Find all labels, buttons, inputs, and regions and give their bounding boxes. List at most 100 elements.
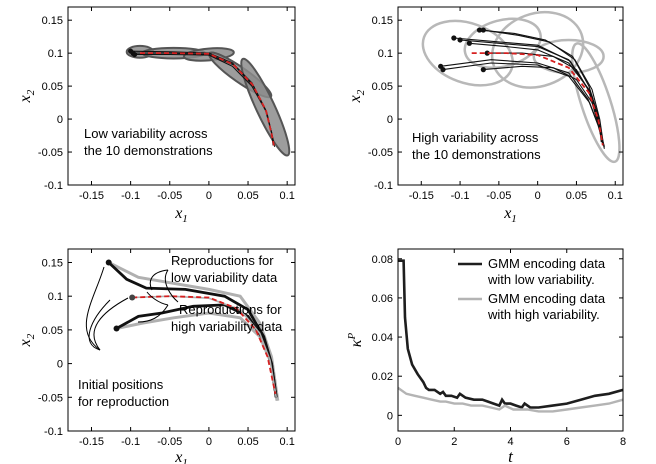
x-tick-label: -0.05 bbox=[157, 190, 182, 202]
reproduction-line bbox=[471, 52, 604, 146]
y-tick-label: 0.02 bbox=[372, 371, 393, 383]
y-tick-label: -0.1 bbox=[44, 426, 63, 438]
plot-frame bbox=[67, 248, 296, 432]
reference-line bbox=[132, 295, 277, 398]
y-tick-label: 0.05 bbox=[42, 325, 63, 337]
demonstration-line bbox=[483, 29, 605, 146]
callout-line bbox=[164, 269, 179, 303]
plot-frame bbox=[397, 6, 624, 186]
x-axis-label: x1 bbox=[174, 449, 188, 464]
callout-line bbox=[146, 291, 169, 306]
panel-bottom-right: 0 2 4 6 800.020.040.060.08 GMM encoding dataw… bbox=[346, 248, 626, 464]
annotation-line: Low variability across bbox=[84, 126, 208, 141]
demonstration-start-point bbox=[480, 27, 486, 33]
initial-position-point bbox=[113, 325, 120, 332]
callout-line bbox=[149, 269, 169, 291]
y-tick-label: 0.05 bbox=[372, 81, 393, 93]
y-axis-label: x2 bbox=[17, 333, 37, 347]
panel-top-left: -0.15 -0.1 -0.05 0 0.05 0.1 -0.1 -0.05 0 0.05 0.1 0… bbox=[17, 6, 296, 225]
y-tick-label: 0.15 bbox=[42, 15, 63, 27]
x-tick-label: 0 bbox=[535, 190, 541, 202]
demonstration-start-point bbox=[440, 67, 446, 73]
gmm-ellipse bbox=[421, 19, 515, 87]
x-tick-label: -0.1 bbox=[121, 190, 140, 202]
y-tick-label: -0.05 bbox=[38, 392, 63, 404]
x-tick-label: 0.05 bbox=[237, 436, 258, 448]
y-tick-label: 0.06 bbox=[372, 293, 393, 305]
y-tick-label: 0 bbox=[387, 114, 393, 126]
plot-frame bbox=[67, 6, 296, 186]
x-tick-label: 8 bbox=[620, 436, 626, 448]
annotation-line: High variability across bbox=[412, 130, 539, 145]
x-tick-label: -0.05 bbox=[486, 190, 511, 202]
x-tick-label: -0.1 bbox=[451, 190, 470, 202]
gmm-ellipse bbox=[490, 10, 585, 89]
x-tick-label: 0.1 bbox=[280, 436, 295, 448]
x-tick-label: -0.15 bbox=[79, 190, 104, 202]
panel-bottom-left: -0.15 -0.1 -0.05 0 0.05 0.1 -0.1 -0.05 0 0.05 0.1 0… bbox=[17, 248, 296, 464]
y-tick-label: 0.15 bbox=[372, 15, 393, 27]
annotation-init-line: for reproduction bbox=[78, 394, 169, 409]
y-axis-label: x2 bbox=[17, 89, 37, 103]
y-axis-label: κP bbox=[346, 333, 365, 348]
demonstration-start-point bbox=[476, 27, 483, 33]
y-tick-label: 0 bbox=[57, 114, 63, 126]
x-axis-label: x1 bbox=[174, 205, 188, 225]
reference-dashed-line bbox=[132, 295, 277, 395]
callout-line bbox=[93, 297, 129, 351]
annotation-low-line: low variability data bbox=[171, 270, 278, 285]
callout-line bbox=[137, 304, 169, 323]
plot-area bbox=[421, 10, 621, 164]
y-tick-label: -0.1 bbox=[374, 180, 393, 192]
x-tick-label: 0 bbox=[395, 436, 401, 448]
y-tick-label: 0.1 bbox=[378, 48, 393, 60]
legend-label: GMM encoding data bbox=[488, 256, 606, 271]
x-tick-label: 0.05 bbox=[566, 190, 587, 202]
y-tick-label: 0 bbox=[387, 410, 393, 422]
callout-line bbox=[85, 266, 105, 351]
y-tick-label: 0.15 bbox=[42, 257, 63, 269]
gmm-ellipse bbox=[240, 57, 291, 157]
y-axis-label: x2 bbox=[347, 89, 367, 103]
demonstration-line bbox=[479, 29, 602, 143]
series-line-1 bbox=[397, 386, 624, 413]
plot-area bbox=[125, 44, 291, 157]
callout-line bbox=[88, 299, 111, 351]
gmm-ellipse bbox=[570, 42, 621, 164]
x-axis-label: x1 bbox=[503, 205, 517, 225]
series-line-0 bbox=[398, 259, 624, 410]
annotation-line: the 10 demonstrations bbox=[84, 143, 213, 158]
x-tick-label: -0.15 bbox=[409, 190, 434, 202]
y-tick-label: 0 bbox=[57, 359, 63, 371]
demonstration-start-point bbox=[480, 67, 486, 73]
reproduction-line bbox=[140, 52, 275, 146]
x-tick-label: 6 bbox=[564, 436, 570, 448]
demonstration-start-point bbox=[131, 51, 138, 58]
legend-label: with low variability. bbox=[487, 272, 595, 287]
initial-position-point bbox=[105, 259, 112, 266]
y-tick-label: 0.04 bbox=[372, 332, 393, 344]
legend-label: GMM encoding data bbox=[488, 291, 606, 306]
x-tick-label: 2 bbox=[451, 436, 457, 448]
y-tick-label: 0.1 bbox=[48, 291, 63, 303]
demonstration-start-point bbox=[466, 40, 472, 46]
x-axis-label: t bbox=[508, 447, 514, 464]
initial-position-point bbox=[129, 294, 136, 301]
demonstration-start-point bbox=[451, 35, 457, 41]
y-tick-label: 0.1 bbox=[48, 48, 63, 60]
y-tick-label: -0.05 bbox=[38, 147, 63, 159]
x-tick-label: 0.05 bbox=[237, 190, 258, 202]
annotation-high-line: Reproductions for bbox=[179, 302, 282, 317]
reproduction-high-line bbox=[108, 261, 280, 401]
demonstration-line bbox=[487, 52, 604, 146]
legend-label: with high variability. bbox=[487, 307, 600, 322]
x-tick-label: -0.15 bbox=[79, 436, 104, 448]
y-tick-label: -0.05 bbox=[368, 147, 393, 159]
panel-top-right: -0.15 -0.1 -0.05 0 0.05 0.1 -0.1 -0.05 0 0.05 0.1 0… bbox=[347, 6, 624, 225]
x-tick-label: 0.1 bbox=[608, 190, 623, 202]
x-tick-label: 0 bbox=[206, 436, 212, 448]
gmm-ellipse bbox=[463, 17, 542, 69]
annotation-high-line: high variability data bbox=[171, 319, 283, 334]
annotation-low-line: Reproductions for bbox=[171, 253, 274, 268]
